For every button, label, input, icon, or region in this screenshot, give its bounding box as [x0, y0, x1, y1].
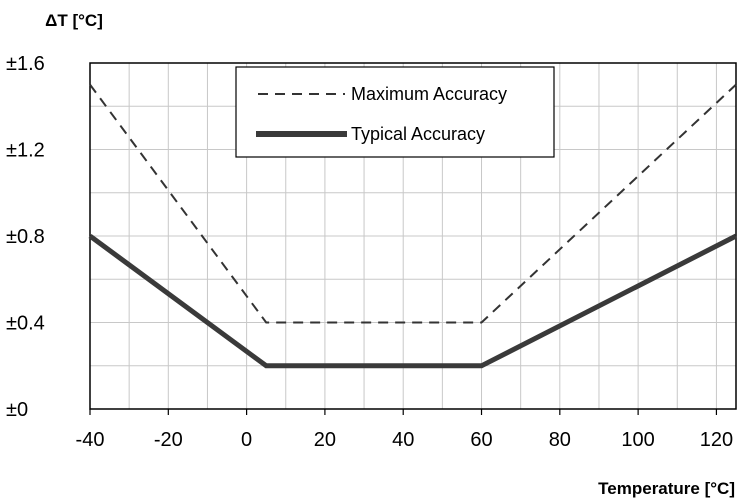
x-tick-label: 100	[621, 429, 654, 451]
y-tick-label: ±0.8	[6, 226, 45, 248]
legend-label-max: Maximum Accuracy	[351, 84, 507, 104]
x-tick-label: 120	[700, 429, 733, 451]
y-axis-title: ΔT [°C]	[45, 11, 103, 30]
series-maximum-accuracy	[89, 83, 737, 324]
x-tick-label: 40	[392, 429, 414, 451]
series-group	[88, 83, 738, 369]
legend-label-typ: Typical Accuracy	[351, 124, 485, 144]
legend-box	[235, 66, 555, 158]
y-tick-label: ±1.6	[6, 53, 45, 75]
x-tick-label: 20	[314, 429, 336, 451]
x-tick-label: 0	[241, 429, 252, 451]
x-tick-label: 60	[470, 429, 492, 451]
tick-labels: -40 -20 0 20 40 60 80 100 120 ±0 ±0.4 ±0.8 ±1.2 ±1.6	[6, 53, 733, 451]
x-tick-label: 80	[549, 429, 571, 451]
y-tick-label: ±1.2	[6, 140, 45, 162]
x-tick-label: -20	[154, 429, 183, 451]
y-tick-label: ±0.4	[6, 313, 45, 335]
x-axis-title: Temperature [°C]	[598, 479, 735, 498]
x-tick-label: -40	[76, 429, 105, 451]
y-tick-label: ±0	[6, 399, 28, 421]
legend: Maximum Accuracy Typical Accuracy	[235, 66, 555, 158]
series-typical-accuracy	[88, 233, 738, 369]
